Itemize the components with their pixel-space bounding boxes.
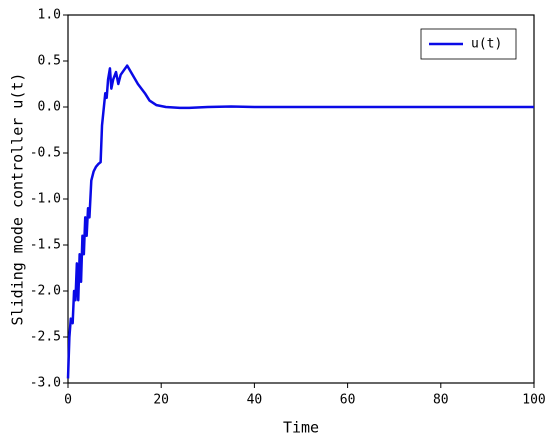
y-tick-label: -2.0	[30, 284, 61, 299]
plot-frame	[67, 14, 535, 384]
x-tick-label: 60	[340, 393, 356, 408]
y-tick-label: -3.0	[30, 376, 61, 391]
x-tick-label: 0	[64, 393, 72, 408]
y-tick-label: -0.5	[30, 146, 61, 161]
x-tick-label: 100	[522, 393, 545, 408]
x-tick-label: 80	[433, 393, 449, 408]
line-series	[66, 64, 534, 379]
x-tick-label: 20	[153, 393, 169, 408]
x-axis-title: Time	[283, 419, 319, 437]
y-tick-label: 0.0	[38, 100, 61, 115]
y-tick-label: -2.5	[30, 330, 61, 345]
x-tick-label: 40	[247, 393, 263, 408]
y-tick-label: -1.5	[30, 238, 61, 253]
y-tick-label: 0.5	[38, 54, 61, 69]
legend-label: u(t)	[471, 37, 502, 52]
y-tick-label: -1.0	[30, 192, 61, 207]
y-axis-title: Sliding mode controller u(t)	[9, 73, 27, 326]
y-tick-label: 1.0	[38, 8, 61, 23]
